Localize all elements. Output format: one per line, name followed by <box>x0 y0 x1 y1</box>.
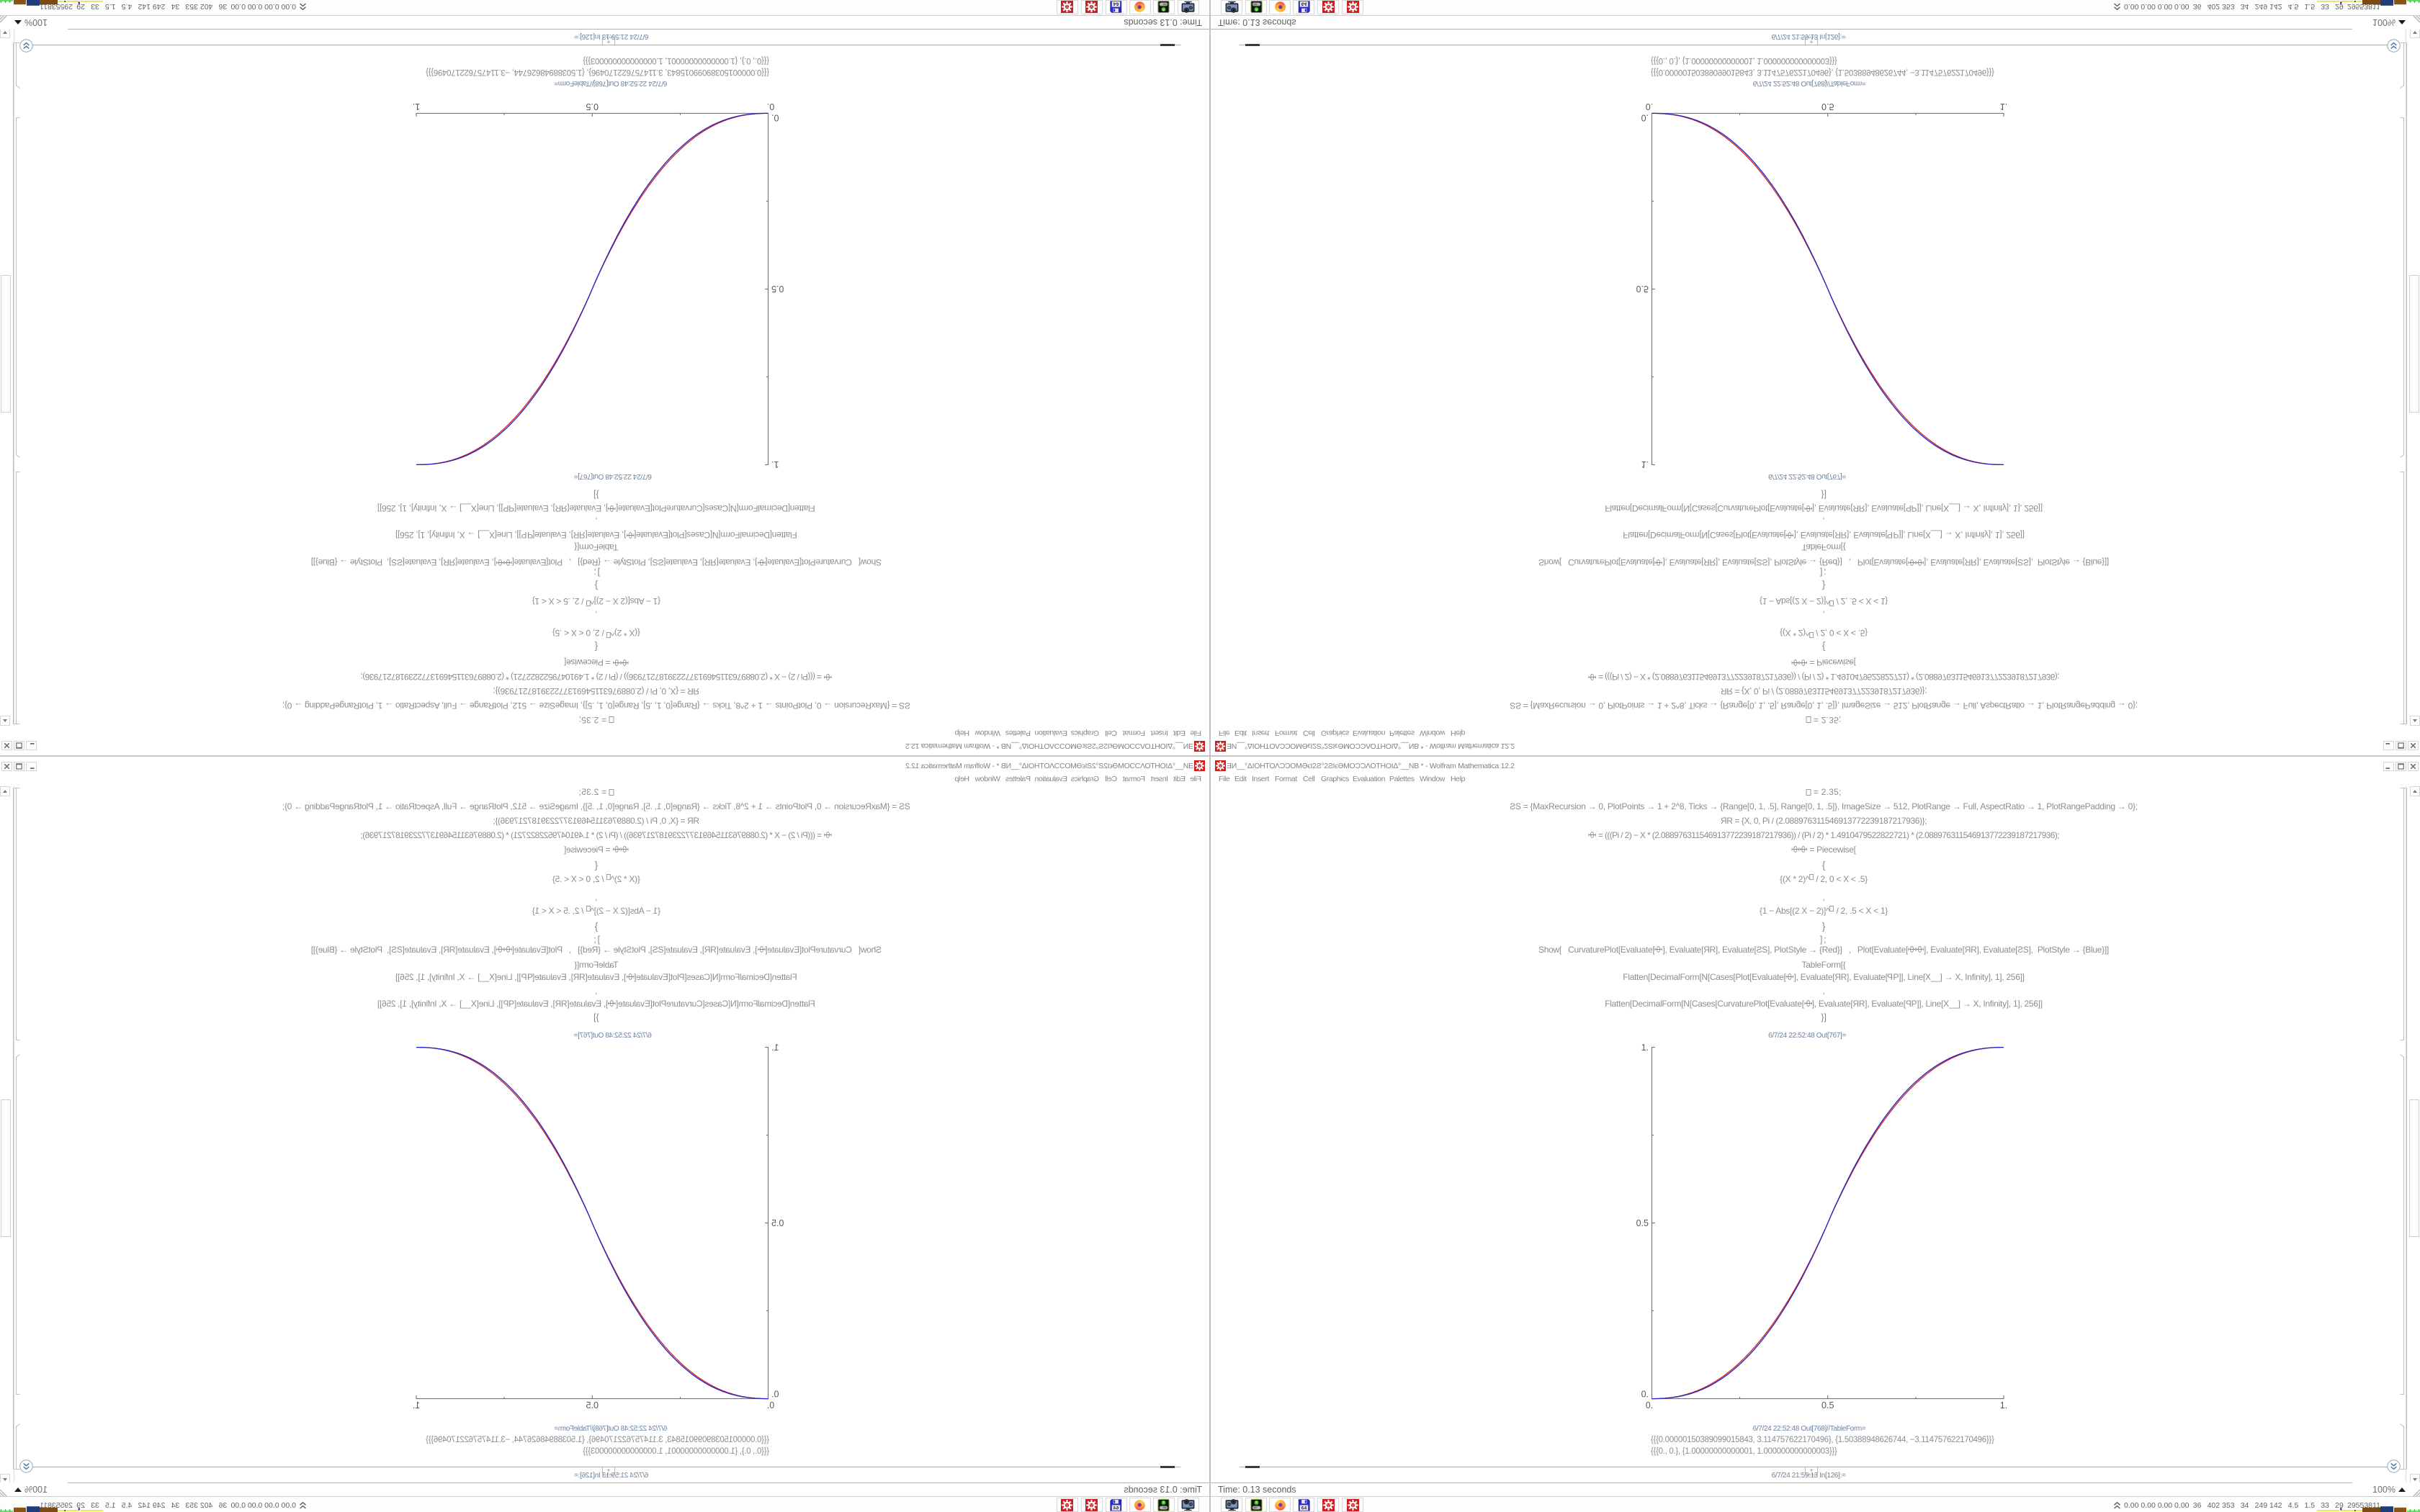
svg-text:64: 64 <box>1301 1506 1307 1511</box>
svg-text:0.5: 0.5 <box>771 1218 784 1228</box>
svg-text:64: 64 <box>1113 1 1119 6</box>
svg-text:1.: 1. <box>771 459 779 469</box>
svg-text:0.: 0. <box>767 1400 774 1410</box>
svg-text:0.5: 0.5 <box>586 1400 599 1410</box>
svg-text:0.: 0. <box>1646 1400 1653 1410</box>
svg-text:1.: 1. <box>2000 1400 2007 1410</box>
svg-text:0.5: 0.5 <box>586 102 599 112</box>
svg-text:0.: 0. <box>1641 1390 1649 1400</box>
svg-text:1.: 1. <box>1641 1043 1649 1053</box>
svg-text:1.: 1. <box>413 102 420 112</box>
svg-text:0.5: 0.5 <box>1821 1400 1834 1410</box>
svg-text:0.5: 0.5 <box>1636 284 1649 294</box>
svg-text:0.: 0. <box>767 102 774 112</box>
svg-text:1.: 1. <box>2000 102 2007 112</box>
svg-text:1.: 1. <box>1641 459 1649 469</box>
svg-text:0.5: 0.5 <box>1821 102 1834 112</box>
svg-text:0.: 0. <box>1646 102 1653 112</box>
svg-text:0.: 0. <box>1641 112 1649 122</box>
svg-text:1.: 1. <box>413 1400 420 1410</box>
svg-text:0.5: 0.5 <box>771 284 784 294</box>
svg-text:0.5: 0.5 <box>1636 1218 1649 1228</box>
svg-text:0.: 0. <box>771 1390 779 1400</box>
svg-text:0.: 0. <box>771 112 779 122</box>
svg-text:64: 64 <box>1301 1 1307 6</box>
svg-text:64: 64 <box>1113 1506 1119 1511</box>
svg-text:1.: 1. <box>771 1043 779 1053</box>
